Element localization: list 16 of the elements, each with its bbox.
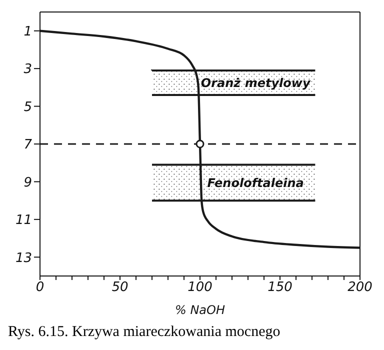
band-label: Fenoloftaleina bbox=[207, 176, 304, 190]
text: Rys. 6.15. Krzywa miareczkowania mocnego bbox=[8, 324, 282, 341]
x-axis-title: % NaOH bbox=[174, 303, 226, 317]
y-tick-label: 5 bbox=[24, 100, 32, 115]
x-tick-label: 0 bbox=[36, 280, 44, 296]
y-tick-label: 1 bbox=[24, 24, 32, 40]
band-label: Oranż metylowy bbox=[200, 76, 312, 90]
x-tick-label: 150 bbox=[268, 280, 292, 296]
y-tick-label: 7 bbox=[24, 138, 33, 153]
x-tick-label: 50 bbox=[112, 280, 128, 296]
y-tick-label: 9 bbox=[24, 175, 32, 190]
y-tick-label: 11 bbox=[15, 213, 32, 228]
x-tick-label: 200 bbox=[348, 280, 372, 296]
y-tick-label: 13 bbox=[15, 250, 32, 266]
x-tick-label: 100 bbox=[188, 280, 212, 296]
y-tick-label: 3 bbox=[24, 62, 32, 78]
